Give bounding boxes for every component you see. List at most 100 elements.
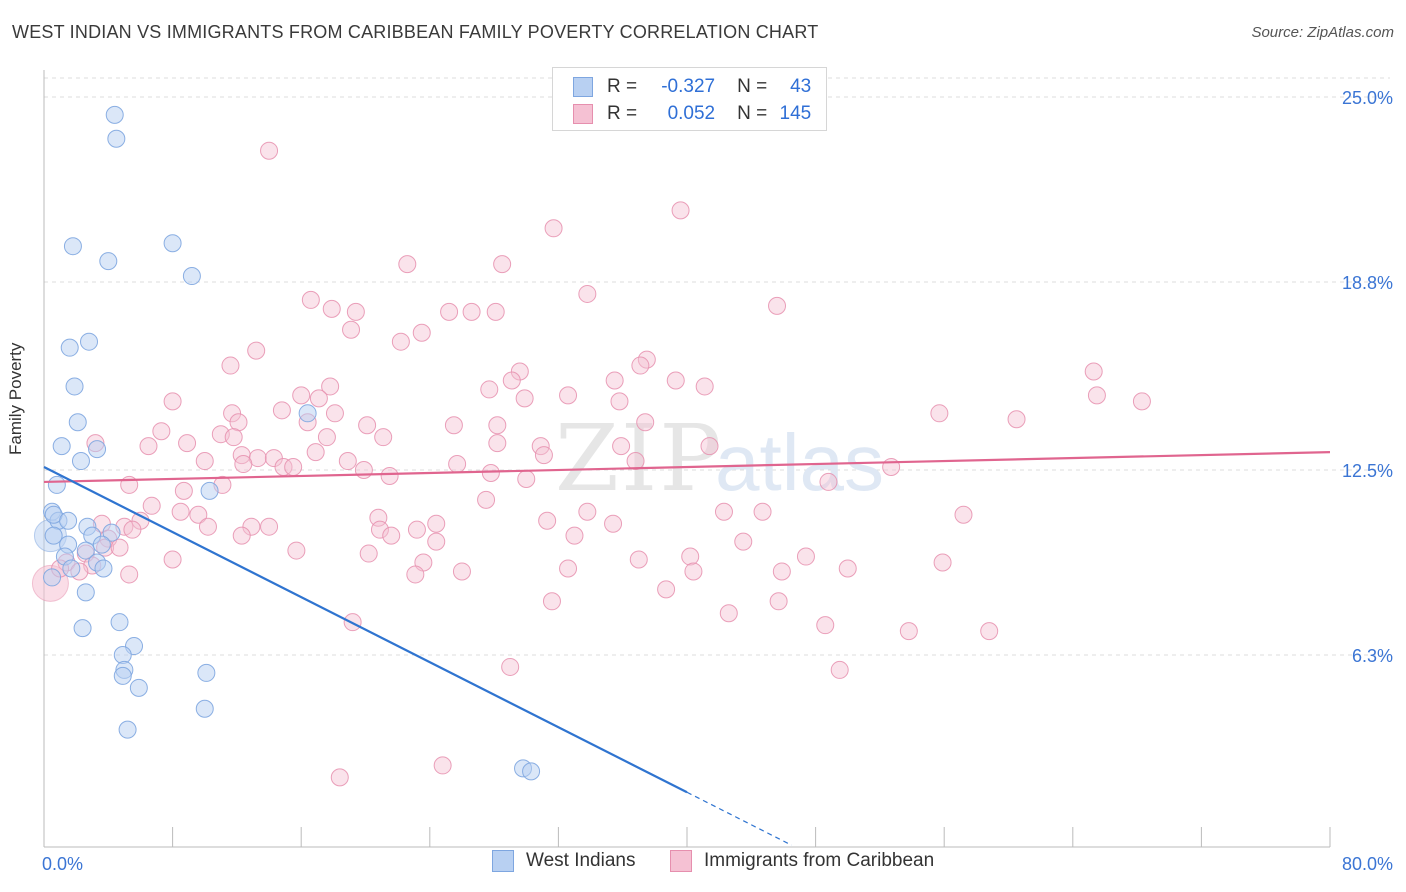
data-point xyxy=(462,302,481,321)
data-point xyxy=(223,404,242,423)
data-point xyxy=(1084,362,1103,381)
data-point xyxy=(930,404,949,423)
data-point xyxy=(63,237,82,256)
legend-swatch-blue xyxy=(492,850,514,872)
data-point xyxy=(221,356,240,375)
data-point xyxy=(163,550,182,569)
data-point xyxy=(229,413,248,432)
data-point xyxy=(71,452,90,471)
data-point xyxy=(488,434,507,453)
data-point xyxy=(102,523,121,542)
trend-lines xyxy=(43,450,1331,846)
data-point xyxy=(342,320,361,339)
data-point xyxy=(636,413,655,432)
data-point xyxy=(578,502,597,521)
data-point xyxy=(671,201,690,220)
data-point xyxy=(68,413,87,432)
data-point xyxy=(105,105,124,124)
trend-line-west-indians xyxy=(43,466,688,794)
data-point xyxy=(565,526,584,545)
data-point xyxy=(260,141,279,160)
series-legend: West Indians Immigrants from Caribbean xyxy=(0,850,1406,880)
data-point xyxy=(301,290,320,309)
data-point xyxy=(52,437,71,456)
legend-swatch-pink xyxy=(670,850,692,872)
data-point xyxy=(768,296,787,315)
data-point xyxy=(604,514,623,533)
data-point xyxy=(796,547,815,566)
data-point xyxy=(542,592,561,611)
data-point xyxy=(359,544,378,563)
data-point xyxy=(444,416,463,435)
data-point xyxy=(391,332,410,351)
data-point xyxy=(338,452,357,471)
data-point xyxy=(309,389,328,408)
data-point xyxy=(129,678,148,697)
data-point xyxy=(247,341,266,360)
data-point xyxy=(1007,410,1026,429)
data-point xyxy=(163,392,182,411)
data-point xyxy=(819,472,838,491)
data-point xyxy=(60,338,79,357)
data-point xyxy=(629,550,648,569)
data-point xyxy=(139,437,158,456)
trend-line-west-indians-extension xyxy=(686,791,792,846)
y-tick-label: 6.3% xyxy=(1352,646,1393,666)
x-tick-label: 0.0% xyxy=(42,854,83,874)
data-point xyxy=(544,219,563,238)
data-point xyxy=(477,490,496,509)
data-point xyxy=(330,768,349,787)
data-point xyxy=(110,538,129,557)
data-point xyxy=(578,284,597,303)
data-point xyxy=(107,129,126,148)
data-point xyxy=(481,463,500,482)
data-point xyxy=(358,416,377,435)
data-point xyxy=(182,267,201,286)
data-point xyxy=(325,404,344,423)
legend-label-west-indians: West Indians xyxy=(526,850,636,871)
data-point xyxy=(522,762,541,781)
data-point xyxy=(142,496,161,515)
data-point xyxy=(626,452,645,471)
data-point xyxy=(317,428,336,447)
data-point xyxy=(118,720,137,739)
data-point xyxy=(76,583,95,602)
data-point xyxy=(174,481,193,500)
data-point xyxy=(73,619,92,638)
data-point xyxy=(631,356,650,375)
data-point xyxy=(538,511,557,530)
data-point xyxy=(292,386,311,405)
data-point xyxy=(44,526,63,545)
data-point xyxy=(354,461,373,479)
data-point xyxy=(448,455,467,474)
data-point xyxy=(189,505,208,524)
data-point xyxy=(427,514,446,533)
data-point xyxy=(197,663,216,682)
data-point xyxy=(734,532,753,551)
legend-n-label: N = xyxy=(737,76,768,97)
data-point xyxy=(120,565,139,584)
legend-row-west-indians: R = -0.327 N = 43 xyxy=(573,74,811,100)
data-point xyxy=(260,517,279,536)
data-point xyxy=(933,553,952,572)
data-point xyxy=(88,440,107,459)
data-point xyxy=(232,526,251,545)
data-point xyxy=(714,502,733,521)
data-point xyxy=(605,371,624,390)
data-point xyxy=(666,371,685,390)
data-point xyxy=(272,401,291,420)
data-point xyxy=(99,252,118,271)
data-point xyxy=(163,234,182,253)
data-point xyxy=(264,449,283,468)
data-point xyxy=(406,565,425,584)
data-point xyxy=(59,511,78,530)
data-point xyxy=(306,443,325,462)
data-point xyxy=(610,392,629,411)
data-point xyxy=(110,613,129,632)
data-point xyxy=(501,657,520,676)
legend-r-label: R = xyxy=(607,76,638,97)
trend-line-caribbean xyxy=(43,450,1331,484)
data-point xyxy=(47,475,66,494)
data-point xyxy=(1087,386,1106,405)
legend-n-label: N = xyxy=(737,103,768,124)
